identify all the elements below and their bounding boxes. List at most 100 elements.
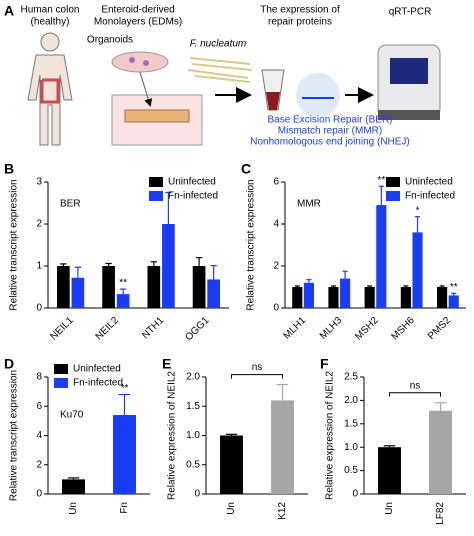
tube-sample [266,92,280,110]
inset-label: MMR [297,199,321,210]
y-tick-label: 1 [36,261,42,272]
legend-label: Uninfected [405,177,453,188]
y-tick-label: 2.0 [186,372,200,383]
bar [271,400,294,494]
y-axis-label: Relative transcript expression [9,179,20,310]
comparison-label: ns [410,380,421,391]
significance-label: ** [377,175,385,186]
y-tick-label: 0.5 [344,465,358,476]
y-axis-label: Relative expression of NEIL2 [325,371,336,500]
panel-letter: D [4,356,14,372]
y-tick-label: 1.5 [344,418,358,429]
significance-label: * [416,205,420,216]
y-tick-label: 4 [36,430,42,441]
bar [116,294,130,308]
x-tick-label: MSH6 [389,315,417,343]
assay-label: qRT-PCR [389,7,432,18]
y-tick-label: 2 [36,219,42,230]
bar [378,447,401,494]
y-tick-label: 4 [273,219,279,230]
legend-swatch [149,177,163,187]
x-tick-label: NEIL2 [94,315,122,343]
bar [376,205,387,308]
expression-label: The expression of [260,5,340,16]
y-tick-label: 6 [273,177,279,188]
x-tick-label: NEIL1 [48,315,76,343]
bar [71,277,85,308]
organoid [143,60,149,66]
y-tick-label: 6 [36,401,42,412]
y-axis-label: Relative expression of NEIL2 [167,371,178,500]
bar [328,287,339,308]
inset-label: Ku70 [60,410,84,421]
panel-letter: E [162,356,171,372]
panel-letter: F [320,356,329,372]
bar [162,224,175,308]
x-tick-label: MSH2 [353,315,381,343]
legend-label: Uninfected [168,177,216,188]
bar [147,266,161,308]
expression-label: repair proteins [268,17,332,28]
x-tick-label: OGG1 [183,315,212,344]
bar [448,295,459,308]
y-tick-label: 0 [273,303,279,314]
monolayer [124,109,190,123]
inset-label: BER [60,199,81,210]
edm-label: Monolayers (EDMs) [94,17,182,28]
y-tick-label: 0 [36,489,42,500]
bar [303,282,314,308]
panel-letter: C [241,161,251,177]
bar [220,435,243,494]
bar [437,287,448,308]
y-tick-label: 2.0 [344,395,358,406]
bar [62,479,85,494]
comparison-bracket [389,392,441,397]
person-head [40,32,60,52]
pathway-label: Base Excision Repair (BER) [267,115,392,126]
bar [207,279,220,308]
colon-icon [40,78,60,104]
y-axis-label: Relative transcript expression [9,370,20,501]
legend-swatch [386,177,400,187]
legend-label: Fn-infected [73,378,123,389]
panel-letter: A [4,3,14,19]
organoid [129,57,135,63]
y-tick-label: 0 [36,303,42,314]
y-axis-label: Relative transcript expression [246,179,257,310]
pcr-base [378,110,440,120]
y-tick-label: 8 [36,372,42,383]
y-tick-label: 0.5 [186,459,200,470]
x-tick-label: Un [384,502,395,515]
y-tick-label: 1.5 [186,401,200,412]
bar [412,232,423,308]
colon-label: (healthy) [31,17,70,28]
arrow [139,71,153,107]
significance-label: ** [450,282,458,293]
person-body [27,54,73,146]
dish [111,51,169,73]
pcr-screen [390,58,428,84]
significance-label: ** [121,383,129,394]
edm-label: Enteroid-derived [101,5,174,16]
bar [340,278,351,308]
x-tick-label: K12 [277,502,288,520]
bar [192,266,206,308]
legend-swatch [54,378,68,388]
x-tick-label: Un [226,502,237,515]
pathway-label: Nonhomologous end joining (NHEJ) [250,137,410,148]
y-tick-label: 2 [273,261,279,272]
bar [429,410,452,494]
panel-a: A Human colon (healthy) Enteroid-derived… [4,3,441,148]
bar [113,415,136,494]
protein-bubble [296,73,340,117]
y-tick-label: 1.0 [186,430,200,441]
bar [292,287,303,308]
organoids-label: Organoids [87,35,133,46]
bar [400,287,411,308]
x-tick-label: MLH1 [282,315,309,342]
legend-swatch [54,364,68,374]
legend-swatch [149,191,163,201]
x-tick-label: MLH3 [318,315,345,342]
x-tick-label: NTH1 [140,315,167,342]
